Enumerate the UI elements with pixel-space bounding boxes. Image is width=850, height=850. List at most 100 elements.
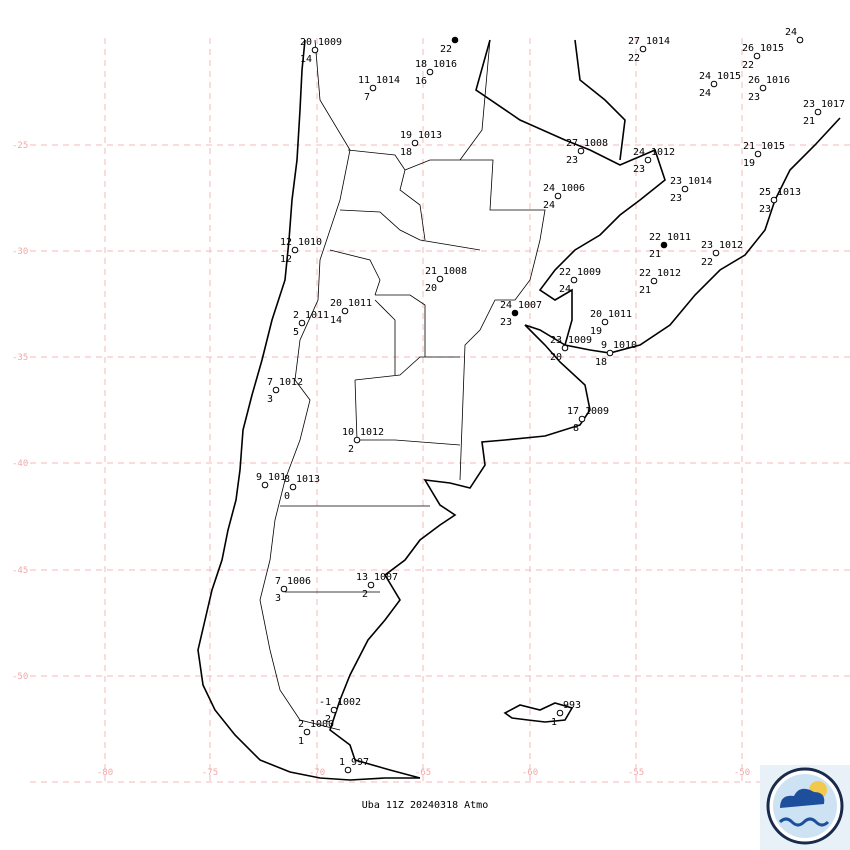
station-marker [577,147,585,155]
station-marker [601,318,609,326]
station-marker [570,276,578,284]
temperature: 24 [633,147,645,158]
dewpoint: 7 [364,92,370,103]
station-marker [426,68,434,76]
pressure: 1011 [348,298,372,309]
pressure: 1009 [568,335,592,346]
pressure: 1013 [296,474,320,485]
pressure: 1009 [585,406,609,417]
dewpoint: 20 [425,283,437,294]
temperature: 1 [339,757,345,768]
station-marker [511,309,519,317]
dewpoint: 22 [440,44,452,55]
dewpoint: 19 [590,326,602,337]
lon-label: -70 [309,768,325,778]
temperature: 21 [425,266,437,277]
station-marker [272,386,280,394]
temperature: 27 [566,138,578,149]
grid: -25 -30 -35 -40 -45 -50 -80 -75 -70 -65 -60 -55 -50 [12,38,850,783]
pressure: 1006 [561,183,585,194]
temperature: 24 [543,183,555,194]
station-marker [298,319,306,327]
temperature: 13 [356,572,368,583]
dewpoint: 2 [362,589,368,600]
pressure: 997 [351,757,369,768]
dewpoint: 24 [559,284,571,295]
pressure: 1006 [287,576,311,587]
dewpoint: 22 [628,53,640,64]
pressure: 1000 [310,719,334,730]
temperature: 23 [701,240,713,251]
station-marker [344,766,352,774]
dewpoint: 23 [759,204,771,215]
dewpoint: 19 [743,158,755,169]
dewpoint: 8 [573,423,579,434]
dewpoint: 18 [400,147,412,158]
temperature: 10 [342,427,354,438]
pressure: 1010 [298,237,322,248]
pressure: 1017 [821,99,845,110]
falklands [503,702,574,723]
dewpoint: 22 [701,257,713,268]
temperature: 26 [742,43,754,54]
pressure: 1016 [766,75,790,86]
dewpoint: 23 [633,164,645,175]
lon-label: -65 [415,768,431,778]
temperature: 22 [559,267,571,278]
temperature: 22 [649,232,661,243]
dewpoint: 21 [803,116,815,127]
temperature: 11 [358,75,370,86]
temperature: 24 [699,71,711,82]
station-marker [367,581,375,589]
pressure: 101 [268,472,286,483]
temperature: 24 [500,300,512,311]
temperature: 7 [275,576,281,587]
temperature: 20 [330,298,342,309]
station-marker [353,436,361,444]
pressure: 1012 [360,427,384,438]
dewpoint: 18 [595,357,607,368]
temperature: 2 [298,719,304,730]
dewpoint: 23 [500,317,512,328]
dewpoint: 12 [280,254,292,265]
pressure: 1011 [305,310,329,321]
station-marker [554,192,562,200]
dewpoint: 24 [543,200,555,211]
temperature: 7 [267,377,273,388]
lat-label: -25 [12,141,28,151]
pressure: 1008 [584,138,608,149]
temperature: 9 [601,340,607,351]
temperature: 2 [293,310,299,321]
dewpoint: 23 [748,92,760,103]
borders [259,39,546,731]
station-marker [330,706,338,714]
station-marker [712,249,720,257]
station-marker [796,36,804,44]
lon-label: -55 [628,768,644,778]
temperature: 23 [803,99,815,110]
station-marker [556,709,564,717]
station-marker [436,275,444,283]
temperature: 23 [670,176,682,187]
dewpoint: 3 [267,394,273,405]
temperature: 21 [743,141,755,152]
footer: Uba 11Z 20240318 Atmo [362,800,488,811]
temperature: 8 [284,474,290,485]
pressure: 1012 [657,268,681,279]
dewpoint: 22 [742,60,754,71]
dewpoint: 2 [348,444,354,455]
station-marker [710,80,718,88]
pressure: 1008 [443,266,467,277]
temperature: 26 [748,75,760,86]
temperature: 22 [639,268,651,279]
lon-label: -60 [522,768,538,778]
pressure: 1015 [717,71,741,82]
pressure: 1007 [518,300,542,311]
station-marker [303,728,311,736]
temperature: 9 [256,472,262,483]
station-marker [291,246,299,254]
dewpoint: 14 [330,315,342,326]
station-marker [644,156,652,164]
